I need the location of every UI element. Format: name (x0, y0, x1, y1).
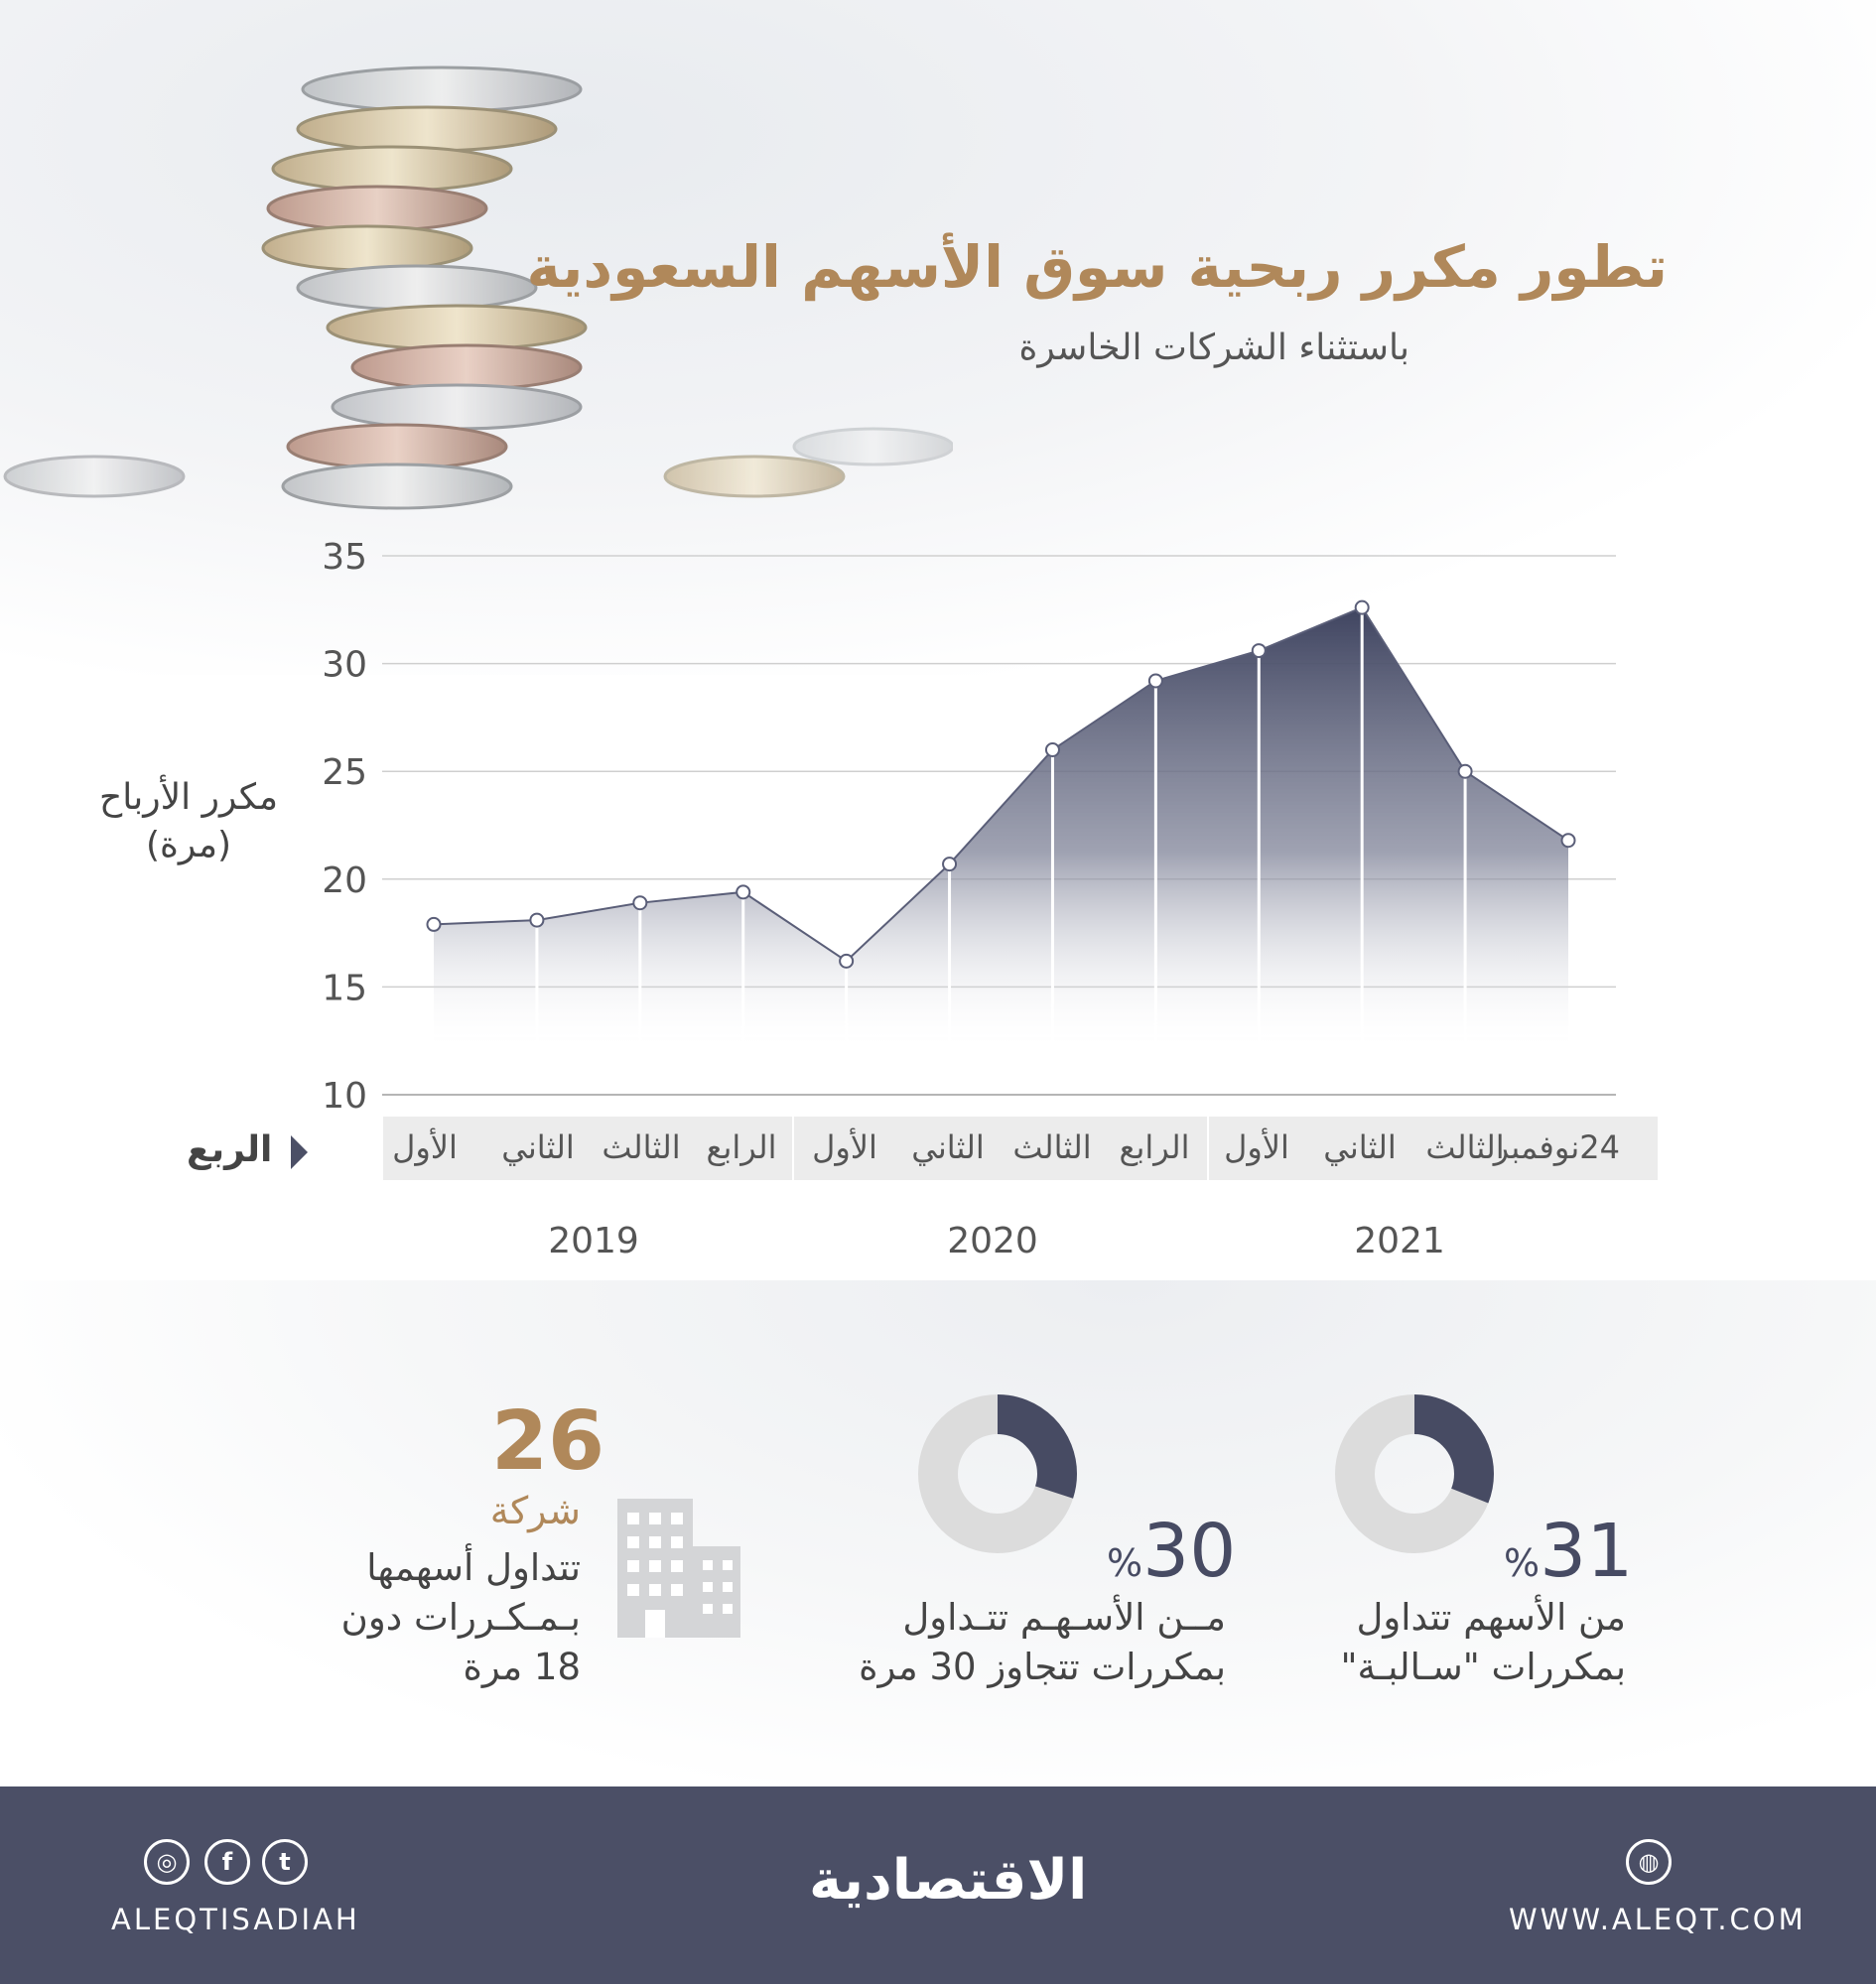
y-tick-label: 20 (322, 860, 367, 901)
stat-text-companies: تتداول أسهمها بـمـكـررات دون 18 مرة (341, 1543, 581, 1692)
stat-unit-negative: % (1504, 1541, 1541, 1585)
twitter-icon[interactable]: t (262, 1839, 308, 1885)
x-tick-label: الرابع (1119, 1128, 1190, 1166)
stat-unit-above-30: % (1107, 1541, 1143, 1585)
x-tick-label: الثاني (1323, 1128, 1397, 1166)
data-point (736, 884, 751, 900)
website-link[interactable]: WWW.ALEQT.COM (1509, 1903, 1807, 1936)
brand-logo[interactable]: الاقتصادية (809, 1848, 1088, 1913)
y-tick-label: 10 (322, 1076, 367, 1112)
data-point (1147, 673, 1163, 689)
y-tick-label: 30 (322, 645, 367, 686)
quarter-band-2020 (794, 1117, 1207, 1180)
y-axis-label-line2: (مرة) (145, 825, 232, 865)
x-tick-label: الثالث (1012, 1128, 1092, 1166)
year-label-2021: 2021 (1354, 1221, 1445, 1261)
y-axis-label: مكرر الأرباح (مرة) (89, 774, 288, 869)
data-point (1354, 599, 1370, 615)
x-tick-label: الأول (392, 1128, 458, 1166)
facebook-icon[interactable]: f (204, 1839, 250, 1885)
stat-text-above-30: مــن الأسـهـم تتـداول بمكررات تتجاوز 30 … (859, 1593, 1226, 1692)
pe-ratio-area-chart: 35 30 25 20 15 10 (322, 537, 1616, 1112)
stat-text-companies-line2: بـمـكـررات دون (340, 1596, 581, 1639)
data-point (1457, 763, 1473, 779)
quarter-band-2019 (383, 1117, 792, 1180)
y-tick-label: 25 (322, 752, 367, 793)
stat-text-companies-line1: تتداول أسهمها (366, 1546, 581, 1589)
donut-negative-pe (1335, 1394, 1494, 1553)
y-axis-label-line1: مكرر الأرباح (99, 777, 278, 818)
stats-background (0, 1280, 1876, 1786)
y-tick-label: 15 (322, 968, 367, 1008)
stat-number-companies: 26 (491, 1394, 605, 1489)
year-label-2019: 2019 (548, 1221, 639, 1261)
data-point (839, 953, 855, 969)
header-background (0, 0, 1876, 675)
x-tick-label: الثاني (501, 1128, 575, 1166)
x-tick-label: 24نوفمبر (1493, 1128, 1620, 1166)
x-axis-label: الربع (187, 1129, 273, 1170)
area-fill (434, 607, 1568, 1052)
x-tick-label: الأول (1224, 1128, 1289, 1166)
y-tick-label: 35 (322, 537, 367, 578)
stat-value-negative: %31 (1504, 1509, 1633, 1594)
stat-number-above-30: 30 (1142, 1509, 1237, 1594)
stat-text-negative: من الأسهم تتداول بمكررات "سـالبـة" (1340, 1593, 1626, 1692)
stat-text-above-30-line2: بمكررات تتجاوز 30 مرة (859, 1646, 1226, 1688)
data-point (529, 912, 545, 928)
data-point (632, 895, 648, 911)
stat-text-negative-line1: من الأسهم تتداول (1356, 1596, 1626, 1639)
x-tick-label: الرابع (706, 1128, 777, 1166)
coin-stack-illustration (3, 66, 953, 510)
dribbble-icon[interactable]: ◍ (1626, 1839, 1672, 1885)
stat-text-negative-line2: بمكررات "سـالبـة" (1340, 1646, 1626, 1688)
chart-subtitle: باستثناء الشركات الخاسرة (1018, 328, 1409, 368)
footer (0, 1786, 1876, 1984)
stat-number-negative: 31 (1540, 1509, 1634, 1594)
stat-text-companies-line3: 18 مرة (463, 1646, 581, 1688)
quarter-band-2021 (1209, 1117, 1658, 1180)
stat-unit-companies: شركة (489, 1489, 581, 1532)
x-tick-label: الأول (812, 1128, 877, 1166)
series-line (433, 605, 1569, 963)
building-icon (617, 1499, 740, 1638)
data-point (942, 857, 958, 872)
data-point (1560, 833, 1576, 849)
data-point (426, 916, 442, 932)
year-label-2020: 2020 (947, 1221, 1038, 1261)
stat-value-above-30: %30 (1107, 1509, 1236, 1594)
social-handle[interactable]: ALEQTISADIAH (111, 1903, 360, 1936)
stat-text-above-30-line1: مــن الأسـهـم تتـداول (902, 1596, 1226, 1639)
chart-title: تطور مكرر ربحية سوق الأسهم السعودية (526, 233, 1668, 301)
donut-share-0 (1335, 1394, 1494, 1553)
x-tick-label: الثاني (911, 1128, 985, 1166)
donut-share-1 (918, 1394, 1077, 1553)
x-tick-label: الثالث (1425, 1128, 1505, 1166)
data-point (1251, 643, 1267, 659)
data-point (1044, 741, 1060, 757)
donut-above-30 (918, 1394, 1077, 1553)
x-tick-label: الثالث (602, 1128, 681, 1166)
instagram-icon[interactable]: ◎ (144, 1839, 190, 1885)
arrow-right-icon (291, 1135, 308, 1169)
